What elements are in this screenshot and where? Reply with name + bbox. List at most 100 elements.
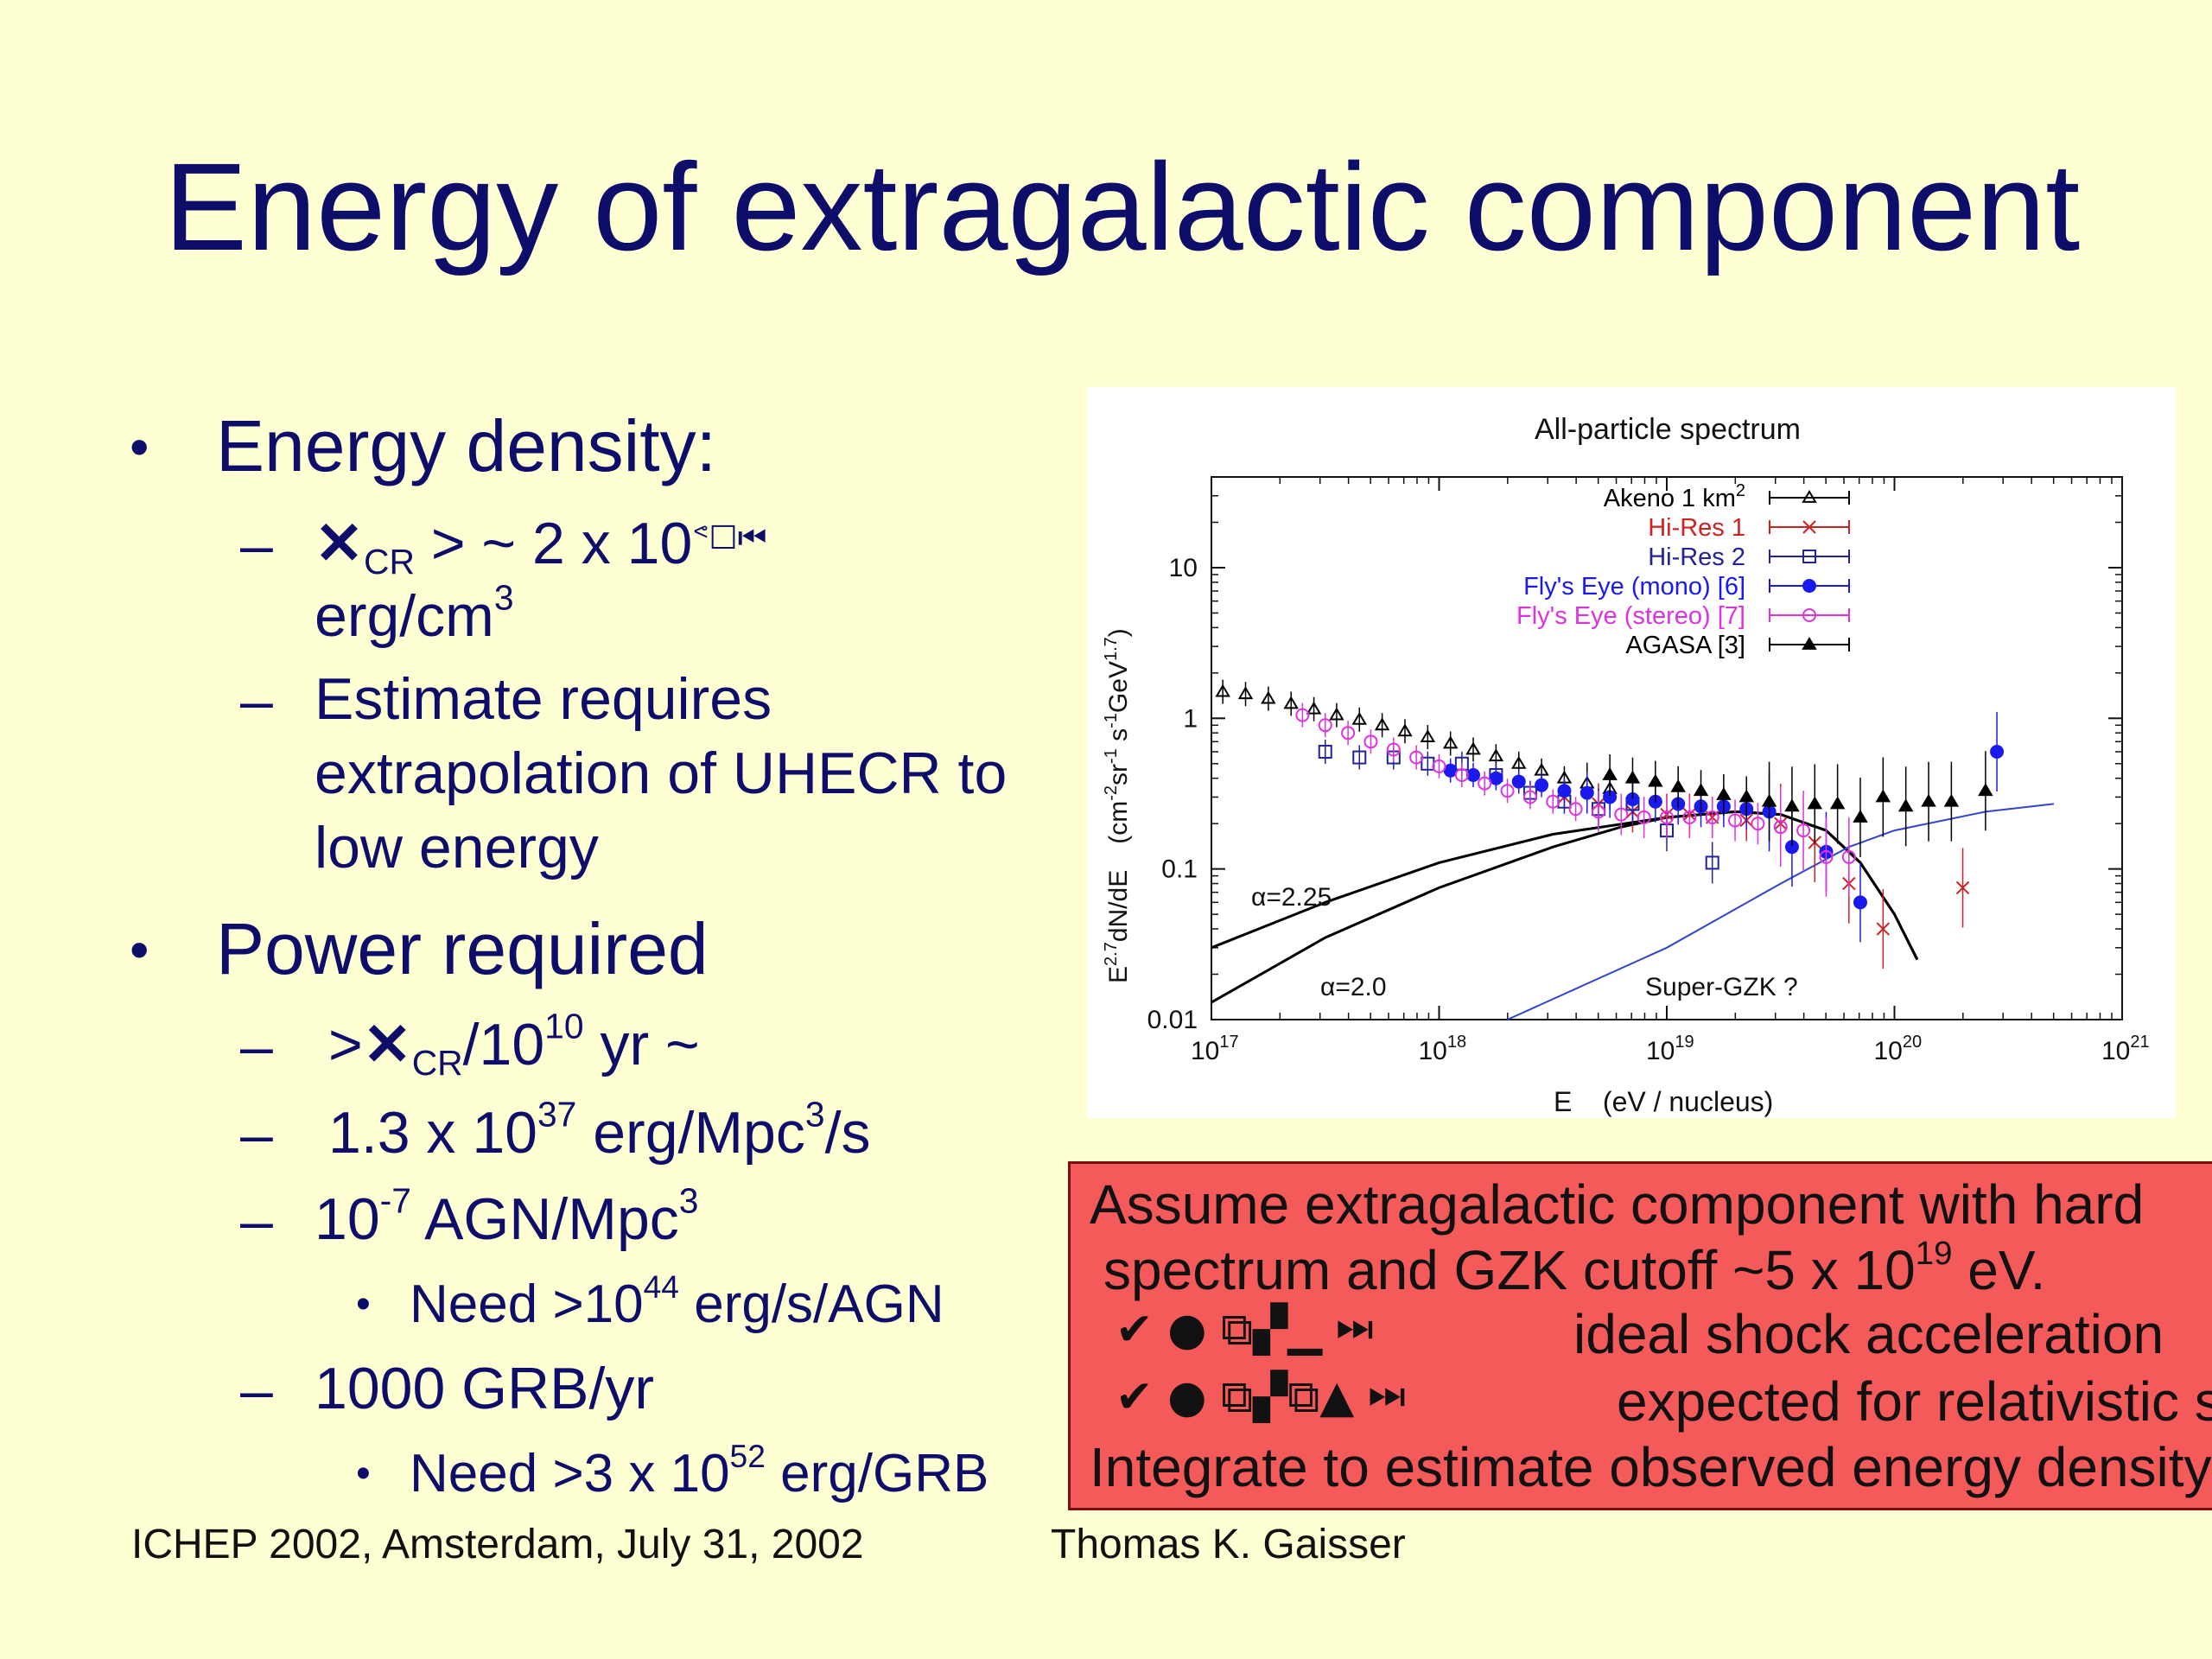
data-point: [1841, 849, 1856, 864]
power-exp: 10: [544, 1006, 584, 1046]
data-point: [1682, 810, 1697, 824]
data-point: [1283, 696, 1299, 709]
bullet-dot: •: [130, 918, 149, 981]
agn-need-line: Need >1044 erg/s/AGN: [410, 1271, 944, 1335]
data-point: [1478, 776, 1492, 791]
data-point: [1978, 783, 1993, 797]
data-point: [1511, 774, 1526, 789]
bullet-energy-density: Energy density:: [216, 405, 716, 486]
legend-label: Hi-Res 2: [1648, 543, 1745, 571]
rho-unit: erg/cm: [315, 583, 494, 649]
bullet-power-required: Power required: [216, 908, 709, 989]
data-point: [1510, 755, 1527, 769]
x-tick-exp: 21: [2130, 1033, 2149, 1052]
assumption-line-2: spectrum and GZK cutoff ~5 x 1019 eV.: [1103, 1237, 2046, 1302]
rho-unit-line: erg/cm3: [315, 580, 514, 650]
x-tick-label: 1021: [2101, 1033, 2150, 1065]
x-tick-label: 1018: [1419, 1033, 1467, 1065]
grb-need-base: Need >3 x 10: [410, 1444, 730, 1503]
data-point: [1602, 767, 1618, 780]
data-point: [1420, 729, 1436, 742]
x-tick-base: 10: [1874, 1037, 1903, 1065]
y-label-part: (cm: [1104, 801, 1133, 844]
data-point: [1341, 726, 1356, 741]
data-point: [1580, 785, 1594, 800]
line2-tail: eV.: [1952, 1239, 2046, 1301]
power-line: >✕CR/1010 yr ~: [328, 1008, 700, 1081]
rho-cr-line: ✕CR > ~ 2 x 10ᕝ☐⏮: [315, 510, 767, 580]
x-tick-label: 1020: [1874, 1033, 1923, 1065]
data-point: [1500, 784, 1515, 798]
data-point: [1921, 793, 1936, 807]
data-point: [1761, 793, 1777, 807]
legend-label: Hi-Res 1: [1648, 514, 1745, 542]
data-point: [1409, 750, 1424, 765]
legend-text: Fly's Eye (mono) [6]: [1523, 573, 1745, 601]
data-point: [1716, 787, 1732, 800]
garbled-formula-1: ✔ ● ⧉▞▁ ⏭: [1116, 1304, 1374, 1356]
y-label-part: GeV: [1104, 661, 1133, 713]
y-label-exp: 2.7: [1102, 942, 1121, 966]
power-prefix: >: [328, 1012, 363, 1077]
data-point: [1784, 798, 1800, 812]
power-subscript: CR: [411, 1043, 463, 1084]
x-tick-exp: 17: [1219, 1033, 1238, 1052]
agn-need-exp: 44: [643, 1268, 679, 1306]
rho-unit-exp: 3: [493, 577, 514, 618]
sub-bullet-dot: •: [356, 1281, 371, 1327]
dash: –: [240, 1357, 273, 1423]
p1-unit-exp: 3: [804, 1094, 825, 1135]
estimate-line-3: low energy: [315, 815, 599, 880]
y-label-exp: -1: [1102, 713, 1121, 728]
data-point: [1306, 701, 1322, 715]
x-tick-base: 10: [1419, 1037, 1447, 1065]
data-point: [1329, 707, 1344, 721]
data-point: [1705, 810, 1719, 824]
x-tick-exp: 19: [1675, 1033, 1694, 1052]
data-point: [1897, 798, 1914, 812]
y-label-part: ): [1104, 628, 1133, 637]
data-point: [1943, 793, 1960, 807]
legend-text: Akeno 1 km: [1604, 485, 1736, 512]
assumption-box: Assume extragalactic component with hard…: [1068, 1161, 2212, 1510]
assumption-line-1: Assume extragalactic component with hard: [1090, 1173, 2145, 1236]
data-point: [1876, 922, 1891, 936]
data-point: [1637, 810, 1651, 824]
x-tick-exp: 18: [1447, 1033, 1466, 1052]
data-point: [1295, 708, 1310, 722]
data-point: [1807, 796, 1823, 810]
x-tick-exp: 20: [1903, 1033, 1922, 1052]
p1-tail: /s: [824, 1100, 871, 1166]
estimate-line-1: Estimate requires: [315, 666, 772, 732]
x-tick-base: 10: [1646, 1037, 1675, 1065]
data-point: [1363, 734, 1378, 749]
data-point: [1465, 741, 1481, 755]
data-point: [1853, 895, 1867, 910]
legend-exp: 2: [1736, 481, 1745, 500]
data-point: [1591, 804, 1605, 819]
assumption-line-5: Integrate to estimate observed energy de…: [1090, 1436, 2212, 1498]
data-point: [1773, 820, 1788, 835]
dash: –: [240, 1188, 273, 1254]
data-point: [1557, 784, 1572, 798]
x-tick-base: 10: [2101, 1037, 2130, 1065]
line2-base: spectrum and GZK cutoff ~5 x 10: [1103, 1239, 1916, 1301]
all-particle-spectrum-chart: All-particle spectrum 1017 1018 1019 1020 10…: [1087, 387, 2176, 1118]
data-point: [1728, 813, 1743, 828]
data-point: [1660, 810, 1674, 824]
data-point: [1705, 855, 1719, 870]
y-label-exp: 1.7: [1102, 637, 1121, 661]
data-point: [1751, 817, 1765, 831]
garbled-exponent: ᕝ☐⏮: [692, 518, 767, 557]
legend-marker: [1802, 608, 1816, 622]
data-point: [1318, 718, 1332, 733]
x-tick-base: 10: [1191, 1037, 1219, 1065]
y-tick-label: 0.1: [1161, 855, 1198, 884]
p1-unit: erg/Mpc: [576, 1100, 805, 1166]
legend-marker: [1802, 520, 1816, 534]
legend-text: AGASA [3]: [1625, 632, 1745, 659]
data-point: [1432, 759, 1446, 773]
agn-need-unit: erg/s/AGN: [679, 1274, 944, 1334]
data-point: [1648, 773, 1663, 787]
